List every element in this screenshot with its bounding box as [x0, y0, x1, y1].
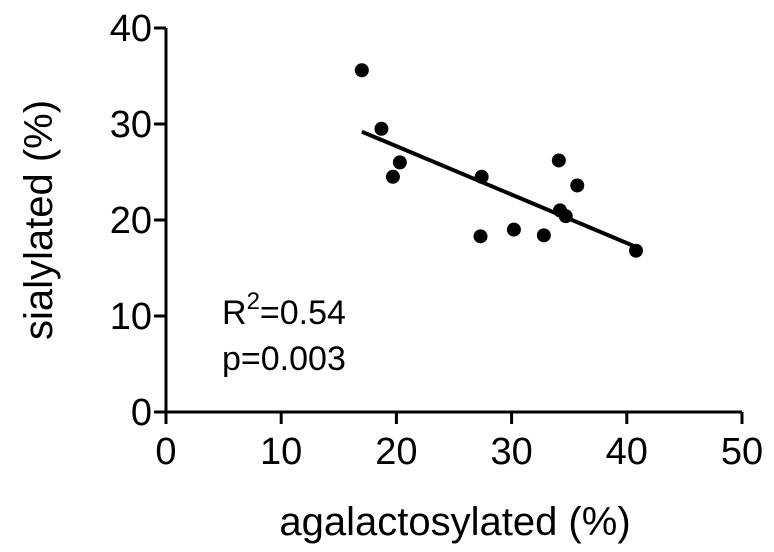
r-squared-annotation: R2=0.54	[222, 288, 346, 332]
x-axis-ticks: 0 10 20 30 40 50	[155, 412, 763, 473]
data-point	[551, 153, 566, 168]
data-points	[354, 63, 644, 258]
x-tick-label: 20	[375, 431, 417, 473]
y-axis-ticks: 0 10 20 30 40	[110, 8, 166, 434]
y-tick-label: 20	[110, 200, 152, 242]
data-point	[473, 229, 488, 244]
data-point	[474, 169, 489, 184]
regression-line	[361, 129, 637, 249]
x-tick-label: 10	[260, 431, 302, 473]
p-value-annotation: p=0.003	[222, 340, 346, 378]
data-point	[629, 243, 644, 258]
y-tick-label: 0	[131, 392, 152, 434]
data-point	[354, 63, 369, 78]
y-tick-label: 30	[110, 104, 152, 146]
data-point	[570, 178, 585, 193]
y-tick-label: 10	[110, 296, 152, 338]
data-point	[506, 222, 521, 237]
data-point	[536, 228, 551, 243]
x-axis-title: agalactosylated (%)	[279, 500, 630, 544]
data-point	[392, 155, 407, 170]
y-tick-label: 40	[110, 8, 152, 50]
data-point	[558, 209, 573, 224]
data-point	[385, 169, 400, 184]
data-point	[374, 121, 389, 136]
x-tick-label: 50	[721, 431, 763, 473]
x-tick-label: 30	[490, 431, 532, 473]
x-tick-label: 40	[606, 431, 648, 473]
y-axis-title: sialylated (%)	[17, 100, 61, 340]
x-tick-label: 0	[155, 431, 176, 473]
